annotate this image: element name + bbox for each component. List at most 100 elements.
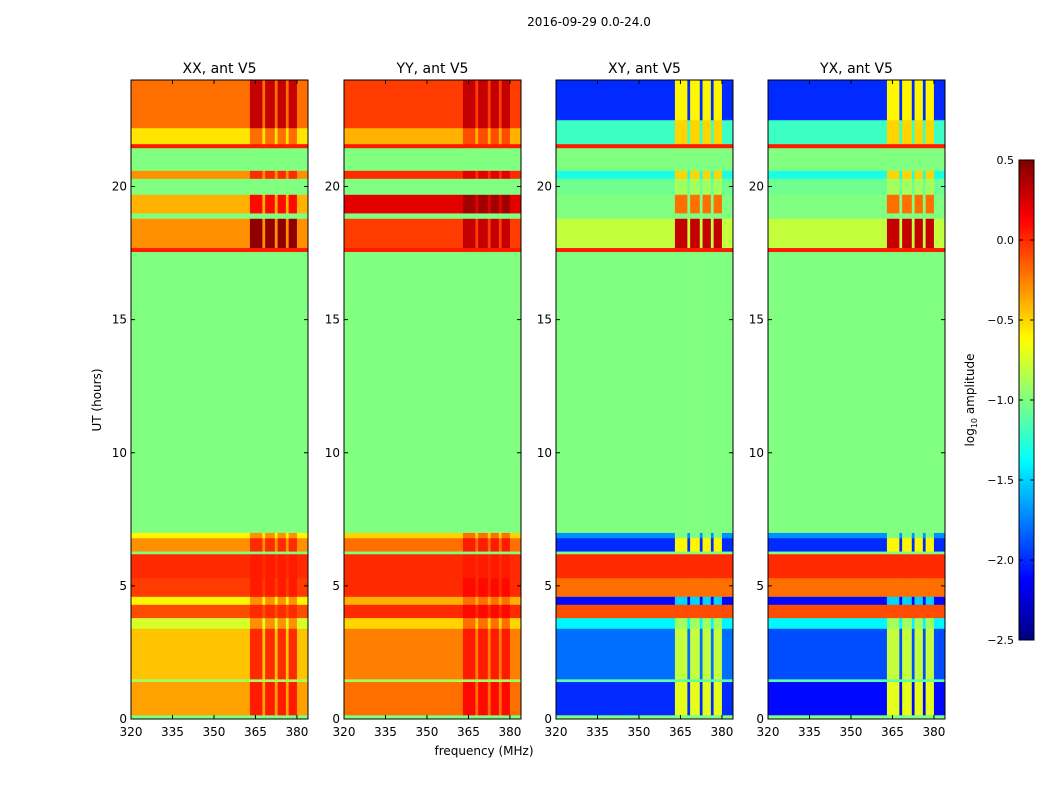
heatmap-cell: [713, 596, 723, 605]
heatmap-cell: [922, 715, 926, 720]
heatmap-cell: [285, 194, 289, 214]
heatmap-cell: [899, 596, 903, 605]
heatmap-cell: [462, 213, 476, 219]
heatmap-cell: [285, 577, 289, 597]
x-tick-label: 350: [628, 725, 651, 739]
heatmap-cell: [690, 596, 701, 605]
heatmap-cell: [710, 551, 714, 555]
heatmap-cell: [556, 147, 676, 171]
heatmap-cell: [249, 178, 263, 195]
heatmap-cell: [296, 679, 309, 683]
axes-frame: [130, 79, 309, 720]
heatmap-cell: [721, 147, 734, 171]
heatmap-cell: [556, 628, 676, 680]
heatmap-cell: [702, 681, 712, 716]
heatmap-cell: [249, 127, 263, 145]
heatmap-cell: [699, 119, 703, 145]
heatmap-cell: [914, 537, 924, 552]
panel-title: YX, ant V5: [819, 61, 893, 77]
heatmap-cell: [344, 213, 464, 219]
heatmap-cell: [721, 679, 734, 683]
heatmap-cell: [690, 213, 701, 219]
heatmap-cell: [925, 170, 935, 179]
heatmap-cell: [265, 553, 276, 579]
heatmap-cell: [690, 170, 701, 179]
heatmap-cell: [296, 551, 309, 555]
heatmap-cell: [899, 715, 903, 720]
x-tick-label: 335: [161, 725, 184, 739]
heatmap-cell: [475, 178, 479, 195]
heatmap-cell: [509, 218, 522, 249]
heatmap-cell: [487, 178, 491, 195]
heatmap-cell: [922, 681, 926, 716]
heatmap-cell: [262, 194, 266, 214]
heatmap-cell: [265, 537, 276, 552]
heatmap-cell: [922, 604, 926, 619]
heatmap-cell: [902, 251, 913, 533]
heatmap-cell: [922, 532, 926, 539]
heatmap-cell: [674, 247, 688, 253]
heatmap-cell: [501, 127, 511, 145]
heatmap-cell: [721, 80, 734, 121]
heatmap-cell: [690, 715, 701, 720]
heatmap-cell: [556, 617, 676, 629]
heatmap-cell: [911, 247, 915, 253]
heatmap-cell: [768, 80, 888, 121]
heatmap-cell: [899, 604, 903, 619]
heatmap-cell: [490, 127, 500, 145]
heatmap-cell: [702, 596, 712, 605]
heatmap-cell: [710, 553, 714, 579]
heatmap-cell: [721, 251, 734, 533]
heatmap-cell: [262, 679, 266, 683]
heatmap-cell: [285, 127, 289, 145]
heatmap-cell: [462, 80, 476, 129]
heatmap-cell: [699, 247, 703, 253]
heatmap-cell: [262, 80, 266, 129]
heatmap-cell: [501, 537, 511, 552]
x-tick-label: 335: [586, 725, 609, 739]
heatmap-cell: [344, 553, 464, 579]
heatmap-cell: [713, 617, 723, 629]
heatmap-cell: [768, 247, 888, 253]
heatmap-cell: [702, 194, 712, 214]
heatmap-cell: [478, 537, 489, 552]
heatmap-cell: [262, 537, 266, 552]
heatmap-cell: [487, 194, 491, 214]
heatmap-cell: [886, 251, 900, 533]
heatmap-cell: [925, 628, 935, 680]
heatmap-cell: [710, 194, 714, 214]
heatmap-cell: [131, 628, 251, 680]
heatmap-cell: [249, 553, 263, 579]
heatmap-cell: [687, 551, 691, 555]
heatmap-cell: [296, 251, 309, 533]
heatmap-cell: [899, 119, 903, 145]
heatmap-cell: [288, 247, 298, 253]
y-tick-label: 5: [544, 579, 552, 593]
heatmap-cell: [296, 218, 309, 249]
heatmap-cell: [687, 170, 691, 179]
heatmap-cell: [710, 251, 714, 533]
heatmap-cell: [509, 127, 522, 145]
heatmap-cell: [277, 170, 287, 179]
heatmap-cell: [478, 247, 489, 253]
heatmap-cell: [249, 218, 263, 249]
heatmap-cell: [462, 251, 476, 533]
heatmap-cell: [490, 247, 500, 253]
heatmap-cell: [274, 679, 278, 683]
heatmap-cell: [702, 251, 712, 533]
heatmap-cell: [713, 147, 723, 171]
heatmap-cell: [274, 251, 278, 533]
y-tick-label: 0: [332, 712, 340, 726]
colorbar-label: log10 amplitude: [963, 354, 979, 447]
heatmap-cell: [690, 551, 701, 555]
heatmap-cell: [925, 80, 935, 121]
heatmap-cell: [265, 218, 276, 249]
heatmap-cell: [475, 715, 479, 720]
x-tick-label: 350: [416, 725, 439, 739]
heatmap-cell: [911, 170, 915, 179]
axes-frame: [767, 79, 946, 720]
figure-title: 2016-09-29 0.0-24.0: [527, 15, 651, 29]
heatmap-cell: [702, 715, 712, 720]
heatmap-cell: [768, 532, 888, 539]
heatmap-cell: [487, 551, 491, 555]
